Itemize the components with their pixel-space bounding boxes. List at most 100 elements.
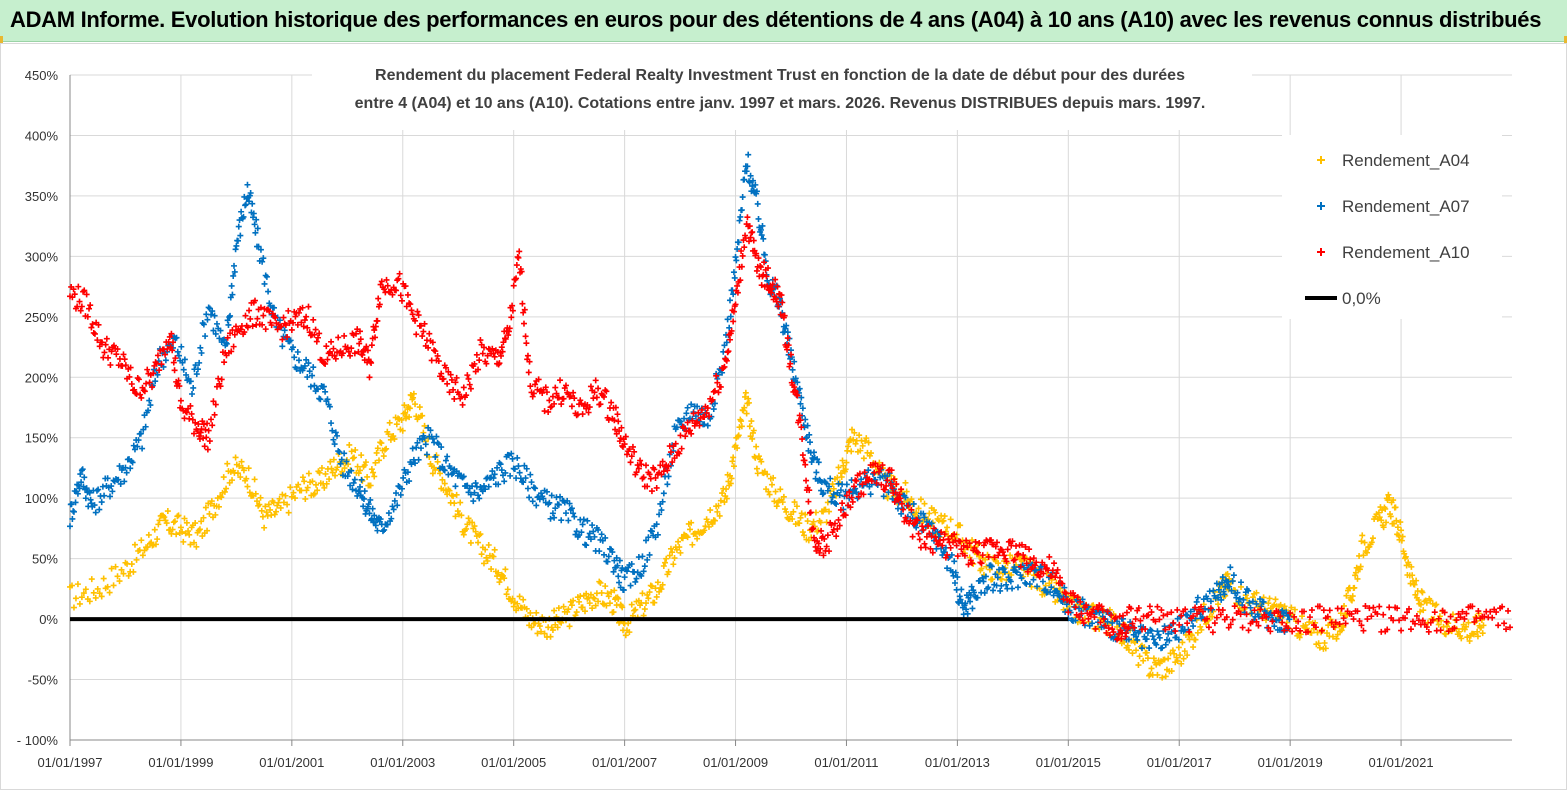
data-point-rendement-a10 — [341, 332, 348, 339]
data-point-rendement-a07 — [994, 574, 1001, 581]
data-point-rendement-a10 — [347, 352, 354, 359]
data-point-rendement-a07 — [1187, 608, 1194, 615]
data-point-rendement-a04 — [758, 458, 765, 465]
data-point-rendement-a10 — [463, 392, 470, 399]
data-point-rendement-a04 — [1192, 636, 1199, 643]
data-point-rendement-a04 — [603, 602, 610, 609]
data-point-rendement-a10 — [1475, 608, 1482, 615]
data-point-rendement-a04 — [675, 538, 682, 545]
data-point-rendement-a10 — [81, 287, 88, 294]
data-point-rendement-a04 — [495, 569, 502, 576]
data-point-rendement-a07 — [301, 362, 308, 369]
data-point-rendement-a10 — [802, 461, 809, 468]
x-tick-label: 01/01/2015 — [1036, 755, 1101, 770]
data-point-rendement-a04 — [746, 399, 753, 406]
data-point-rendement-a10 — [1021, 555, 1028, 562]
data-point-rendement-a04 — [1420, 607, 1427, 614]
data-point-rendement-a04 — [741, 404, 748, 411]
data-point-rendement-a07 — [665, 473, 672, 480]
data-point-rendement-a07 — [193, 371, 200, 378]
data-point-rendement-a10 — [633, 469, 640, 476]
data-point-rendement-a07 — [142, 423, 149, 430]
data-point-rendement-a10 — [1001, 552, 1008, 559]
data-point-rendement-a07 — [1018, 575, 1025, 582]
data-point-rendement-a10 — [976, 539, 983, 546]
data-point-rendement-a10 — [1158, 607, 1165, 614]
data-point-rendement-a10 — [709, 396, 716, 403]
data-point-rendement-a04 — [1159, 674, 1166, 681]
data-point-rendement-a07 — [555, 501, 562, 508]
data-point-rendement-a10 — [1046, 553, 1053, 560]
data-point-rendement-a10 — [266, 308, 273, 315]
data-point-rendement-a07 — [190, 384, 197, 391]
data-point-rendement-a04 — [1175, 644, 1182, 651]
data-point-rendement-a10 — [381, 286, 388, 293]
data-point-rendement-a04 — [796, 520, 803, 527]
data-point-rendement-a07 — [656, 511, 663, 518]
data-point-rendement-a07 — [1089, 620, 1096, 627]
data-point-rendement-a10 — [210, 398, 217, 405]
data-point-rendement-a04 — [502, 566, 509, 573]
data-point-rendement-a04 — [1334, 631, 1341, 638]
data-point-rendement-a10 — [351, 350, 358, 357]
data-point-rendement-a04 — [245, 465, 252, 472]
data-point-rendement-a10 — [1024, 568, 1031, 575]
data-point-rendement-a07 — [843, 481, 850, 488]
data-point-rendement-a07 — [752, 181, 759, 188]
data-point-rendement-a10 — [1014, 551, 1021, 558]
data-point-rendement-a07 — [952, 579, 959, 586]
data-point-rendement-a04 — [212, 511, 219, 518]
data-point-rendement-a04 — [1171, 650, 1178, 657]
data-point-rendement-a04 — [989, 576, 996, 583]
data-point-rendement-a07 — [439, 463, 446, 470]
data-point-rendement-a07 — [644, 556, 651, 563]
data-point-rendement-a04 — [779, 499, 786, 506]
data-point-rendement-a07 — [616, 579, 623, 586]
data-point-rendement-a04 — [606, 600, 613, 607]
data-point-rendement-a10 — [187, 402, 194, 409]
data-point-rendement-a07 — [429, 435, 436, 442]
data-point-rendement-a10 — [78, 303, 85, 310]
data-point-rendement-a10 — [438, 370, 445, 377]
data-point-rendement-a07 — [331, 441, 338, 448]
data-point-rendement-a07 — [1162, 641, 1169, 648]
data-point-rendement-a07 — [1236, 595, 1243, 602]
data-point-rendement-a07 — [294, 349, 301, 356]
data-point-rendement-a10 — [75, 283, 82, 290]
data-point-rendement-a10 — [577, 397, 584, 404]
data-point-rendement-a04 — [859, 442, 866, 449]
data-point-rendement-a04 — [1358, 538, 1365, 545]
data-point-rendement-a10 — [69, 294, 76, 301]
data-point-rendement-a07 — [104, 475, 111, 482]
data-point-rendement-a10 — [878, 481, 885, 488]
data-point-rendement-a07 — [260, 255, 267, 262]
data-point-rendement-a10 — [252, 297, 259, 304]
data-point-rendement-a07 — [566, 500, 573, 507]
data-point-rendement-a04 — [251, 476, 258, 483]
data-point-rendement-a07 — [587, 536, 594, 543]
data-point-rendement-a04 — [838, 473, 845, 480]
data-point-rendement-a07 — [238, 208, 245, 215]
data-point-rendement-a10 — [705, 413, 712, 420]
data-point-rendement-a10 — [509, 302, 516, 309]
data-point-rendement-a07 — [952, 569, 959, 576]
data-point-rendement-a04 — [651, 599, 658, 606]
data-point-rendement-a10 — [259, 321, 266, 328]
data-point-rendement-a04 — [1224, 570, 1231, 577]
data-point-rendement-a04 — [850, 436, 857, 443]
data-point-rendement-a10 — [451, 395, 458, 402]
data-point-rendement-a04 — [477, 531, 484, 538]
data-point-rendement-a10 — [1229, 616, 1236, 623]
data-point-rendement-a10 — [1237, 611, 1244, 618]
data-point-rendement-a04 — [316, 469, 323, 476]
data-point-rendement-a10 — [954, 553, 961, 560]
data-point-rendement-a04 — [1321, 640, 1328, 647]
data-point-rendement-a10 — [221, 359, 228, 366]
data-point-rendement-a04 — [646, 589, 653, 596]
data-point-rendement-a07 — [579, 521, 586, 528]
data-point-rendement-a07 — [880, 493, 887, 500]
data-point-rendement-a04 — [348, 448, 355, 455]
data-point-rendement-a04 — [516, 593, 523, 600]
data-point-rendement-a07 — [830, 491, 837, 498]
data-point-rendement-a07 — [204, 316, 211, 323]
